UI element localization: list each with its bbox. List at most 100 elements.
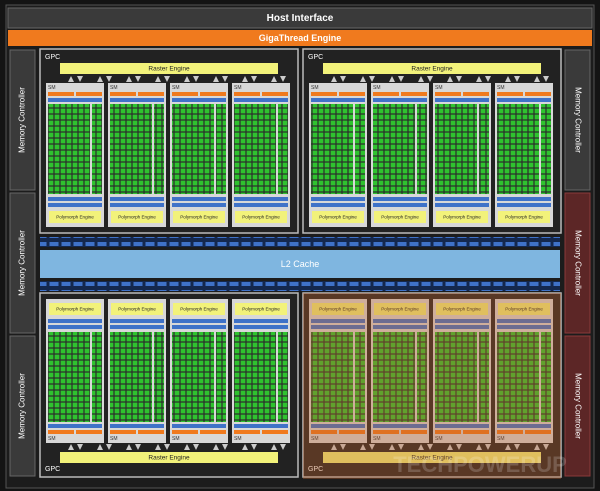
arrow bbox=[485, 76, 491, 82]
memory-controller-label: Memory Controller bbox=[18, 373, 27, 439]
cache-bar bbox=[435, 325, 489, 329]
polymorph-engine-bar bbox=[173, 303, 225, 315]
sfu-column bbox=[479, 332, 489, 422]
gpc-label: GPC bbox=[45, 466, 60, 473]
core-grid bbox=[311, 332, 353, 422]
cache-bar bbox=[311, 197, 365, 201]
cache-bar bbox=[234, 319, 288, 323]
scheduler-bar bbox=[525, 430, 551, 434]
l2-cache-label: L2 Cache bbox=[281, 259, 320, 269]
arrow bbox=[389, 444, 395, 450]
arrow bbox=[213, 444, 219, 450]
sfu-column bbox=[92, 332, 102, 422]
scheduler-bar bbox=[373, 92, 399, 96]
sfu-column bbox=[216, 104, 226, 194]
core-grid bbox=[172, 104, 214, 194]
register-bar bbox=[172, 424, 226, 428]
arrow bbox=[398, 76, 404, 82]
core-grid bbox=[234, 332, 276, 422]
sm-label: SM bbox=[234, 85, 242, 91]
highlight-overlay bbox=[303, 293, 561, 479]
cache-bar bbox=[172, 203, 226, 207]
core-grid bbox=[110, 104, 152, 194]
arrow bbox=[476, 444, 482, 450]
gpc-label: GPC bbox=[45, 54, 60, 61]
arrow bbox=[360, 444, 366, 450]
polymorph-engine-label: Polymorph Engine bbox=[180, 215, 218, 220]
sfu-column bbox=[278, 332, 288, 422]
register-bar bbox=[172, 98, 226, 102]
cache-bar bbox=[373, 319, 427, 323]
arrow bbox=[68, 76, 74, 82]
register-bar bbox=[497, 98, 551, 102]
sm-label: SM bbox=[48, 436, 56, 442]
polymorph-engine-label: Polymorph Engine bbox=[319, 307, 357, 312]
scheduler-bar bbox=[262, 92, 288, 96]
cache-bar bbox=[373, 325, 427, 329]
cache-bar bbox=[110, 197, 164, 201]
scheduler-bar bbox=[401, 430, 427, 434]
host-interface-bar bbox=[7, 7, 593, 29]
arrow bbox=[97, 444, 103, 450]
scheduler-bar bbox=[463, 92, 489, 96]
scheduler-bar bbox=[110, 430, 136, 434]
cache-bar bbox=[497, 319, 551, 323]
arrow bbox=[514, 76, 520, 82]
raster-engine-label: Raster Engine bbox=[411, 66, 453, 73]
cache-bar bbox=[48, 325, 102, 329]
memory-controller-label: Memory Controller bbox=[573, 87, 582, 153]
scheduler-bar bbox=[76, 430, 102, 434]
arrow bbox=[514, 444, 520, 450]
sm-label: SM bbox=[435, 436, 443, 442]
arrow bbox=[97, 76, 103, 82]
core-grid bbox=[172, 332, 214, 422]
scheduler-bar bbox=[497, 92, 523, 96]
core-grid bbox=[435, 104, 477, 194]
memory-controller bbox=[564, 192, 591, 334]
cache-bar bbox=[234, 203, 288, 207]
cache-bar bbox=[435, 197, 489, 201]
sfu-column bbox=[216, 332, 226, 422]
polymorph-engine-label: Polymorph Engine bbox=[180, 307, 218, 312]
arrow bbox=[505, 444, 511, 450]
polymorph-engine-label: Polymorph Engine bbox=[56, 215, 94, 220]
sm-label: SM bbox=[172, 85, 180, 91]
cache-bar bbox=[435, 319, 489, 323]
sfu-column bbox=[541, 104, 551, 194]
register-bar bbox=[435, 98, 489, 102]
arrow bbox=[126, 444, 132, 450]
arrow bbox=[505, 76, 511, 82]
cache-bar bbox=[311, 319, 365, 323]
polymorph-engine-bar bbox=[235, 303, 287, 315]
raster-engine-bar bbox=[60, 452, 278, 463]
scheduler-bar bbox=[48, 430, 74, 434]
sfu-column bbox=[541, 332, 551, 422]
core-grid bbox=[110, 332, 152, 422]
sm-label: SM bbox=[311, 436, 319, 442]
arrow bbox=[456, 76, 462, 82]
core-grid bbox=[48, 332, 90, 422]
core-grid bbox=[497, 104, 539, 194]
arrow bbox=[331, 444, 337, 450]
arrow bbox=[222, 76, 228, 82]
arrow bbox=[251, 76, 257, 82]
core-grid bbox=[234, 104, 276, 194]
sm-label: SM bbox=[373, 85, 381, 91]
raster-engine-label: Raster Engine bbox=[411, 455, 453, 462]
arrow bbox=[135, 76, 141, 82]
arrow bbox=[184, 76, 190, 82]
scheduler-bar bbox=[200, 92, 226, 96]
arrow bbox=[222, 444, 228, 450]
polymorph-engine-label: Polymorph Engine bbox=[242, 215, 280, 220]
sm-label: SM bbox=[497, 436, 505, 442]
polymorph-engine-bar bbox=[312, 303, 364, 315]
polymorph-engine-bar bbox=[374, 211, 426, 223]
scheduler-bar bbox=[76, 92, 102, 96]
scheduler-bar bbox=[497, 430, 523, 434]
gigathread-label: GigaThread Engine bbox=[259, 33, 342, 43]
cache-bar bbox=[234, 197, 288, 201]
polymorph-engine-bar bbox=[111, 303, 163, 315]
register-bar bbox=[373, 98, 427, 102]
arrow bbox=[68, 444, 74, 450]
cache-bar bbox=[48, 203, 102, 207]
